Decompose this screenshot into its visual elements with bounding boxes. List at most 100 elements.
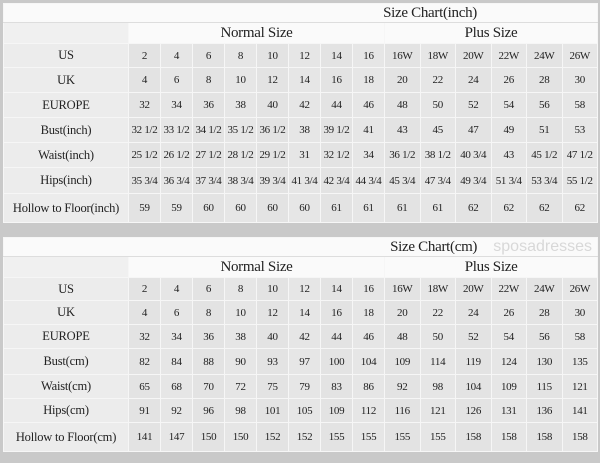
plus-size-cell: 158 (561, 422, 599, 452)
normal-size-cell: 147 (160, 422, 193, 452)
plus-size-cell: 16W (384, 277, 421, 301)
normal-size-cell: 2 (128, 277, 161, 301)
normal-size-cell: 61 (320, 193, 353, 223)
normal-size-cell: 16 (352, 277, 385, 301)
normal-size-cell: 60 (256, 193, 289, 223)
plus-size-header: Plus Size (384, 22, 598, 44)
normal-size-cell: 8 (224, 43, 257, 68)
normal-size-header: Normal Size (128, 256, 385, 278)
table-row: EUROPE 32 34 36 38 40 42 44 46 48 50 52 54 56 58 (3, 92, 598, 118)
plus-size-cell: 26 (490, 300, 527, 325)
normal-size-cell: 18 (352, 300, 385, 325)
normal-size-cell: 36 3/4 (160, 167, 193, 194)
plus-size-cell: 20W (455, 43, 492, 68)
plus-size-cell: 56 (526, 92, 563, 118)
normal-size-cell: 32 (128, 324, 161, 349)
normal-size-cell: 35 1/2 (224, 117, 257, 143)
plus-size-cell: 24 (455, 67, 492, 93)
normal-size-cell: 98 (224, 398, 257, 423)
plus-size-cell: 124 (490, 348, 527, 375)
normal-size-cell: 38 3/4 (224, 167, 257, 194)
normal-size-cell: 59 (160, 193, 193, 223)
chart-title: Size Chart(cm) (2, 237, 599, 257)
plus-size-cell: 56 (526, 324, 563, 349)
plus-size-cell: 47 1/2 (561, 142, 598, 168)
chart-title: Size Chart(inch) (3, 3, 598, 23)
normal-size-cell: 8 (192, 67, 225, 93)
normal-size-cell: 6 (192, 43, 225, 68)
normal-size-cell: 109 (320, 398, 353, 423)
row-label: Hollow to Floor(cm) (3, 422, 129, 452)
normal-size-cell: 12 (256, 300, 289, 325)
normal-size-cell: 31 (288, 142, 321, 168)
row-label: Hollow to Floor(inch) (3, 193, 129, 223)
normal-size-cell: 6 (160, 67, 193, 93)
plus-size-cell: 43 (384, 117, 421, 143)
plus-size-cell: 36 1/2 (384, 142, 421, 168)
plus-size-cell: 55 1/2 (561, 167, 598, 194)
normal-size-cell: 60 (192, 193, 225, 223)
plus-size-cell: 155 (384, 422, 421, 452)
normal-size-cell: 83 (320, 374, 353, 399)
plus-size-cell: 114 (419, 348, 456, 375)
plus-size-cell: 158 (526, 422, 563, 452)
normal-size-cell: 8 (224, 277, 257, 301)
plus-size-cell: 49 (490, 117, 527, 143)
plus-size-cell: 45 3/4 (384, 167, 421, 194)
normal-size-cell: 4 (128, 300, 161, 325)
plus-size-cell: 58 (561, 324, 599, 349)
plus-size-cell: 43 (490, 142, 527, 168)
plus-size-cell: 158 (490, 422, 527, 452)
table-row: EUROPE 32 34 36 38 40 42 44 46 48 50 52 54 56 58 (3, 324, 599, 349)
plus-size-cell: 47 (455, 117, 492, 143)
normal-size-cell: 96 (192, 398, 225, 423)
plus-size-cell: 28 (526, 300, 563, 325)
normal-size-cell: 12 (288, 43, 321, 68)
normal-size-cell: 14 (320, 277, 353, 301)
plus-size-cell: 54 (490, 324, 527, 349)
normal-size-cell: 44 3/4 (352, 167, 385, 194)
table-row: Hollow to Floor(inch) 59 59 60 60 60 60 61 61 61 6… (3, 193, 598, 223)
plus-size-cell: 126 (455, 398, 492, 423)
plus-size-cell: 50 (419, 324, 456, 349)
normal-size-cell: 35 3/4 (128, 167, 161, 194)
normal-size-cell: 60 (224, 193, 257, 223)
normal-size-cell: 6 (192, 277, 225, 301)
normal-size-cell: 29 1/2 (256, 142, 289, 168)
normal-size-cell: 26 1/2 (160, 142, 193, 168)
plus-size-cell: 26 (490, 67, 527, 93)
plus-size-cell: 20W (455, 277, 492, 301)
normal-size-header: Normal Size (128, 22, 385, 44)
plus-size-cell: 24W (526, 43, 563, 68)
plus-size-cell: 16W (384, 43, 421, 68)
normal-size-cell: 91 (128, 398, 161, 423)
normal-size-cell: 79 (288, 374, 321, 399)
normal-size-cell: 46 (352, 92, 385, 118)
plus-size-cell: 48 (384, 324, 421, 349)
normal-size-cell: 33 1/2 (160, 117, 193, 143)
normal-size-cell: 46 (352, 324, 385, 349)
plus-size-cell: 22W (490, 43, 527, 68)
plus-size-cell: 109 (384, 348, 421, 375)
normal-size-cell: 12 (256, 67, 289, 93)
row-label: Hips(cm) (3, 398, 129, 423)
normal-size-cell: 44 (320, 92, 353, 118)
normal-size-cell: 41 3/4 (288, 167, 321, 194)
plus-size-cell: 119 (455, 348, 492, 375)
normal-size-cell: 10 (256, 43, 289, 68)
normal-size-cell: 14 (288, 300, 321, 325)
normal-size-cell: 68 (160, 374, 193, 399)
size-chart-cm: Size Chart(cm) Normal Size Plus Size US 2 4 6 8… (2, 237, 599, 452)
plus-size-cell: 53 3/4 (526, 167, 563, 194)
plus-size-cell: 116 (384, 398, 421, 423)
normal-size-cell: 34 (352, 142, 385, 168)
plus-size-cell: 49 3/4 (455, 167, 492, 194)
normal-size-cell: 14 (288, 67, 321, 93)
normal-size-cell: 8 (192, 300, 225, 325)
plus-size-cell: 158 (455, 422, 492, 452)
plus-size-cell: 26W (561, 43, 598, 68)
plus-size-cell: 62 (561, 193, 598, 223)
normal-size-cell: 60 (288, 193, 321, 223)
plus-size-cell: 115 (526, 374, 563, 399)
row-label: US (3, 43, 129, 68)
